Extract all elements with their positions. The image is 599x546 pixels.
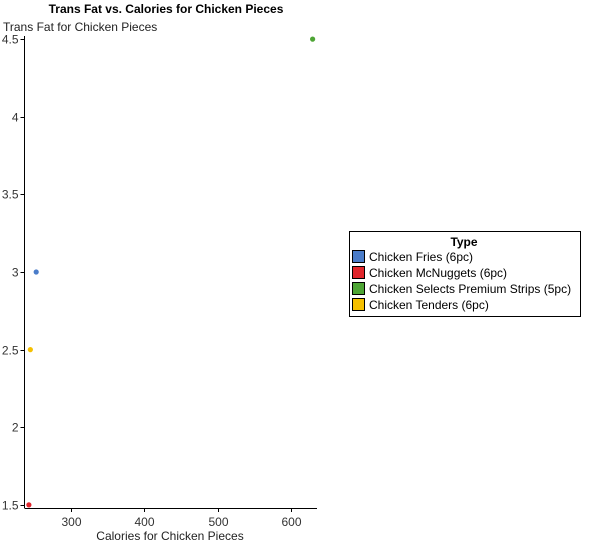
x-tick-label: 400: [134, 515, 154, 529]
y-tick-label: 4.5: [2, 33, 19, 47]
y-axis-ticks: 1.5 2 2.5 3 3.5 4 4.5: [2, 33, 25, 513]
legend-label: Chicken Fries (6pc): [369, 250, 473, 264]
x-axis-ticks: 300 400 500 600: [61, 508, 302, 529]
y-axis-title: Trans Fat for Chicken Pieces: [3, 20, 157, 34]
y-tick-label: 3: [12, 266, 19, 280]
legend-swatch: [352, 266, 365, 279]
y-tick-label: 2.5: [2, 344, 19, 358]
data-point: [26, 502, 32, 508]
y-tick-label: 1.5: [2, 499, 19, 513]
y-tick-label: 4: [12, 111, 19, 125]
legend-items: Chicken Fries (6pc) Chicken McNuggets (6p…: [352, 250, 571, 312]
legend: Type Chicken Fries (6pc) Chicken McNugget…: [349, 231, 581, 317]
x-tick-label: 300: [61, 515, 81, 529]
legend-swatch: [352, 282, 365, 295]
x-tick-label: 600: [281, 515, 301, 529]
chart-title: Trans Fat vs. Calories for Chicken Piece…: [49, 2, 284, 16]
data-point: [27, 347, 33, 353]
legend-title: Type: [450, 235, 477, 249]
legend-label: Chicken McNuggets (6pc): [369, 266, 507, 280]
x-tick-label: 500: [208, 515, 228, 529]
data-point: [33, 269, 39, 275]
legend-label: Chicken Tenders (6pc): [369, 298, 489, 312]
data-points: [26, 36, 316, 508]
legend-swatch: [352, 250, 365, 263]
y-tick-label: 3.5: [2, 188, 19, 202]
legend-label: Chicken Selects Premium Strips (5pc): [369, 282, 571, 296]
legend-box: [349, 231, 581, 317]
data-point: [310, 36, 316, 42]
y-tick-label: 2: [12, 421, 19, 435]
x-axis-title: Calories for Chicken Pieces: [96, 529, 243, 543]
legend-swatch: [352, 298, 365, 311]
